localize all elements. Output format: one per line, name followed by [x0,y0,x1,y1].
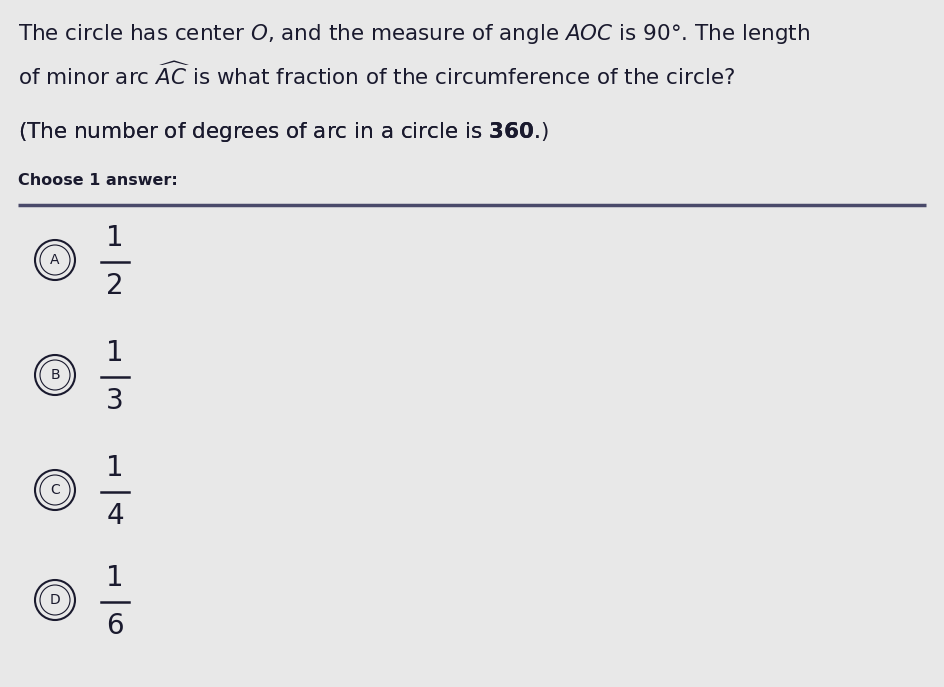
Text: 1: 1 [106,564,124,592]
Text: 6: 6 [106,612,124,640]
Text: 2: 2 [106,272,124,300]
Text: 4: 4 [106,502,124,530]
Text: 3: 3 [106,387,124,415]
Text: A: A [50,253,59,267]
Text: 1: 1 [106,224,124,252]
Text: (The number of degrees of arc in a circle is $\mathbf{360}$.): (The number of degrees of arc in a circl… [18,120,548,144]
Text: 1: 1 [106,454,124,482]
Text: (The number of degrees of arc in a circle is $\mathbf{360}$.: (The number of degrees of arc in a circl… [18,120,540,144]
Text: C: C [50,483,59,497]
Text: The circle has center $\mathit{O}$, and the measure of angle $\mathit{AOC}$ is 9: The circle has center $\mathit{O}$, and … [18,22,810,46]
Text: 1: 1 [106,339,124,367]
Text: Choose 1 answer:: Choose 1 answer: [18,173,177,188]
Text: B: B [50,368,59,382]
Text: D: D [50,593,60,607]
Text: of minor arc $\widehat{AC}$ is what fraction of the circumference of the circle?: of minor arc $\widehat{AC}$ is what frac… [18,62,735,89]
